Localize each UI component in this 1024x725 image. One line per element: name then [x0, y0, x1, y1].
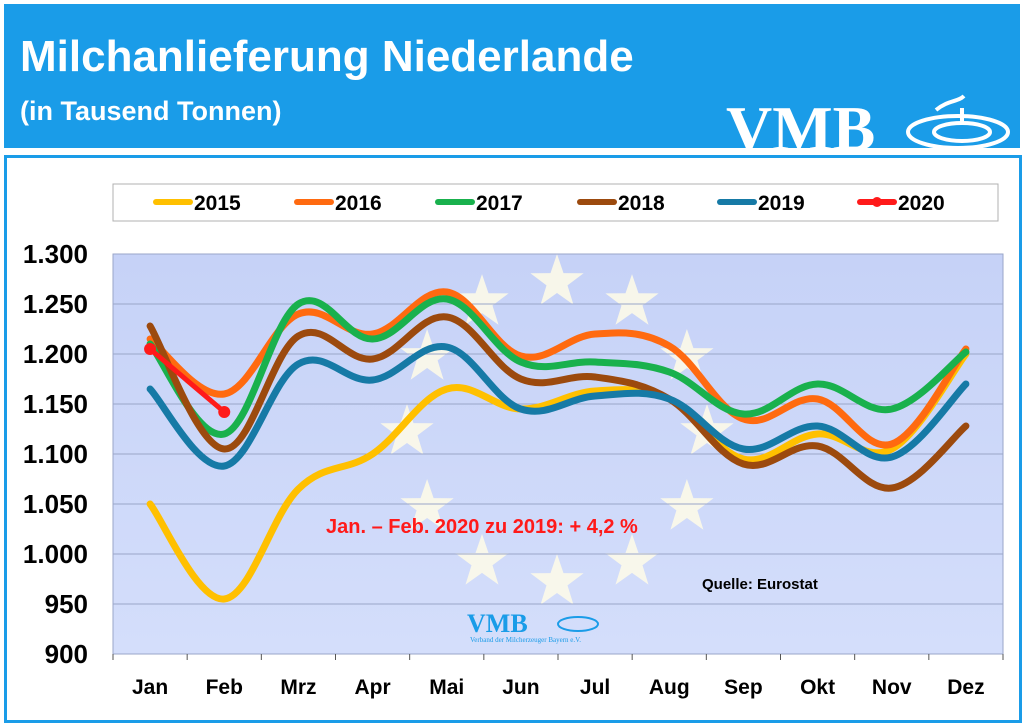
- vmb-watermark: VMB Verband der Milcherzeuger Bayern e.V…: [467, 609, 599, 644]
- series-line-2015: [146, 350, 970, 603]
- series-line-2018: [146, 313, 970, 492]
- vmb-logo-swirl-icon: [906, 94, 1010, 150]
- x-tick-label: Apr: [354, 676, 390, 699]
- legend-label-2015: 2015: [194, 192, 241, 215]
- y-tick-label: 1.250: [23, 289, 88, 319]
- x-tick-label: Dez: [947, 676, 984, 699]
- x-tick-label: Jun: [502, 676, 539, 699]
- watermark-swirl-icon: [557, 616, 599, 632]
- legend-label-2017: 2017: [476, 192, 523, 215]
- eu-star-icon: [455, 533, 509, 585]
- x-axis-ticks: Jan Feb Mrz Apr Mai Jun Jul Aug Sep Okt Nov Dez: [112, 654, 1004, 699]
- y-axis-ticks: 900 950 1.000 1.050 1.100 1.150 1.200 1.250 1.30…: [23, 239, 88, 669]
- eu-star-icon: [605, 533, 659, 585]
- eu-star-icon: [605, 274, 659, 325]
- eu-star-icon: [455, 274, 509, 325]
- x-tick-label: Mrz: [280, 676, 316, 699]
- y-tick-label: 950: [45, 589, 88, 619]
- y-tick-label: 1.150: [23, 389, 88, 419]
- x-tick-label: Sep: [724, 676, 763, 699]
- chart-subtitle: (in Tausend Tonnen): [20, 96, 282, 126]
- header-banner: Milchanlieferung Niederlande (in Tausend…: [4, 4, 1020, 156]
- legend-box: [112, 183, 999, 222]
- legend: 2015 2016 2017 2018 2019 2020: [112, 183, 999, 222]
- vmb-logo: VMB: [726, 93, 1010, 156]
- eu-star-icon: [380, 404, 434, 455]
- y-tick-label: 1.050: [23, 489, 88, 519]
- y-tick-label: 1.300: [23, 239, 88, 269]
- legend-label-2020: 2020: [898, 192, 945, 215]
- chart-title: Milchanlieferung Niederlande: [20, 32, 634, 81]
- legend-label-2019: 2019: [758, 192, 805, 215]
- x-tick-label: Jul: [580, 676, 610, 699]
- data-point-2020: [218, 406, 231, 418]
- legend-marker-2020: [872, 197, 882, 207]
- series-line-2020: [147, 346, 227, 415]
- x-tick-label: Okt: [800, 676, 835, 699]
- x-tick-label: Mai: [429, 676, 464, 699]
- y-tick-label: 1.000: [23, 539, 88, 569]
- x-tick-label: Nov: [872, 676, 912, 699]
- y-tick-label: 1.100: [23, 439, 88, 469]
- legend-label-2018: 2018: [618, 192, 665, 215]
- series-lines: [144, 288, 970, 603]
- annotation-change: Jan. – Feb. 2020 zu 2019: + 4,2 %: [326, 516, 638, 538]
- eu-star-icon: [530, 554, 584, 605]
- x-tick-label: Feb: [206, 676, 243, 699]
- watermark-subtext: Verband der Milcherzeuger Bayern e.V.: [470, 636, 581, 644]
- vmb-logo-text: VMB: [726, 93, 875, 156]
- legend-label-2016: 2016: [335, 192, 382, 215]
- series-line-2019: [146, 343, 970, 470]
- x-tick-label: Aug: [649, 676, 690, 699]
- series-line-2017: [146, 295, 970, 438]
- x-tick-label: Jan: [132, 676, 168, 699]
- y-tick-label: 900: [45, 639, 88, 669]
- watermark-text: VMB: [467, 609, 528, 638]
- eu-star-icon: [530, 254, 584, 305]
- data-point-2020: [144, 343, 157, 355]
- y-tick-label: 1.200: [23, 339, 88, 369]
- annotation-source: Quelle: Eurostat: [702, 576, 818, 593]
